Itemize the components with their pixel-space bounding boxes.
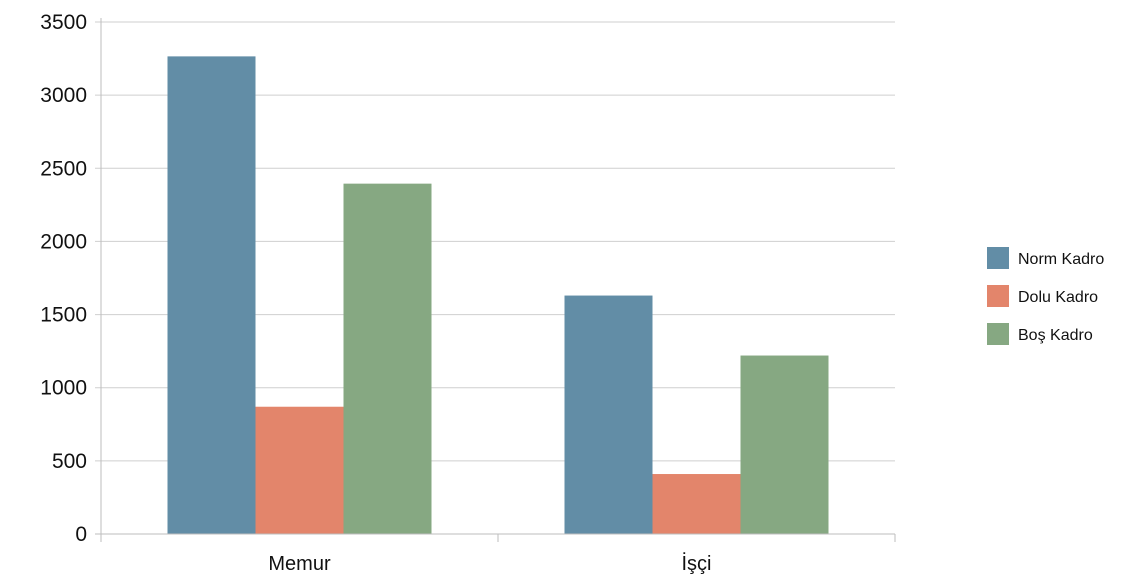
bar-1-2 [564,295,653,534]
legend-label: Dolu Kadro [1018,289,1098,306]
legend-label: Norm Kadro [1018,251,1104,268]
axes [95,18,896,542]
y-tick-label: 1000 [40,377,87,400]
bar-1-1 [167,56,256,535]
legend-swatch [987,285,1009,307]
bar-2-1 [255,406,344,534]
y-axis-tick-labels: 0 500 1000 1500 2000 2500 3000 3500 [40,11,87,546]
y-tick-label: 3000 [40,84,87,107]
x-axis-category-labels: Memur İşçi [268,552,711,575]
legend: Norm Kadro Dolu Kadro Boş Kadro [987,247,1104,345]
y-tick-label: 0 [75,523,87,546]
legend-swatch [987,323,1009,345]
y-tick-label: 2500 [40,157,87,180]
bars [167,56,829,535]
bar-3-1 [343,183,432,534]
y-tick-label: 1500 [40,304,87,327]
y-tick-label: 3500 [40,11,87,34]
legend-swatch [987,247,1009,269]
y-tick-label: 2000 [40,230,87,253]
x-category-label: İşçi [682,552,712,575]
y-tick-label: 500 [52,450,87,473]
bar-3-2 [740,355,829,534]
legend-label: Boş Kadro [1018,327,1093,344]
x-category-label: Memur [268,553,331,575]
bar-2-2 [652,474,741,534]
